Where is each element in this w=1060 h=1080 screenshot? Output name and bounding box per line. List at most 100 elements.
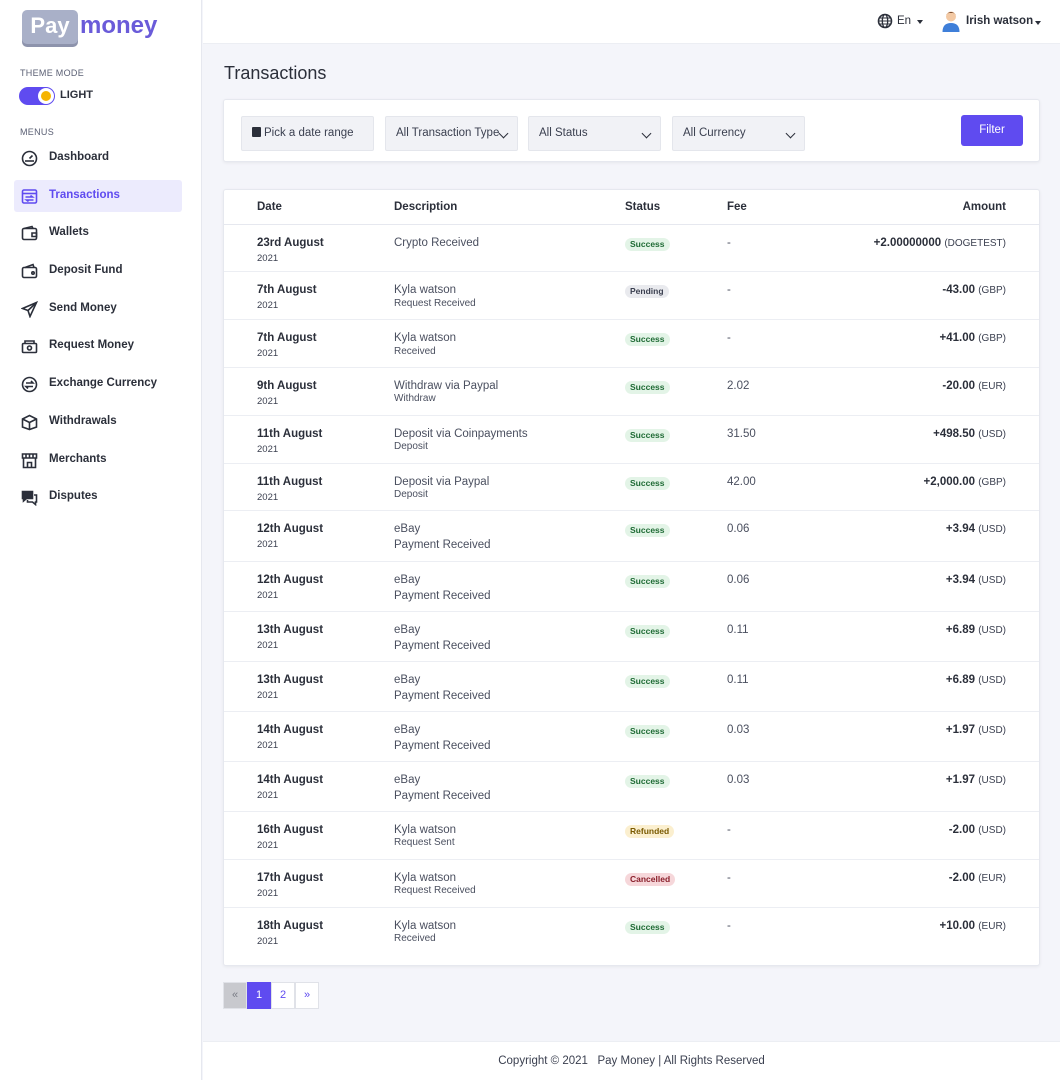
table-row[interactable]: 14th August 2021 eBay Payment Received Succe… [224, 762, 1039, 812]
row-subtype: Payment Received [394, 640, 491, 652]
amount-value: +6.89 [945, 624, 976, 636]
date-range-picker[interactable]: Pick a date range [241, 116, 374, 151]
logo[interactable]: Pay money [22, 10, 162, 46]
table-row[interactable]: 17th August 2021 Kyla watson Request Receiv… [224, 860, 1039, 908]
sidebar-item-deposit-fund[interactable]: Deposit Fund [14, 255, 182, 287]
row-fee: - [727, 920, 731, 932]
sidebar-item-exchange-currency[interactable]: Exchange Currency [14, 368, 182, 400]
request-icon [21, 338, 38, 355]
row-year: 2021 [257, 253, 279, 264]
language-label: En [897, 15, 912, 27]
sidebar-item-dashboard[interactable]: Dashboard [14, 142, 182, 174]
amount-currency: (GBP) [978, 477, 1006, 488]
row-description: Kyla watson [394, 920, 457, 932]
row-fee: - [727, 332, 731, 344]
sidebar-item-label: Exchange Currency [49, 377, 158, 390]
amount-currency: (USD) [978, 575, 1006, 586]
amount-currency: (USD) [978, 825, 1006, 836]
footer: Copyright © 2021 Pay Money | All Rights … [203, 1041, 1060, 1080]
amount-value: +6.89 [945, 674, 976, 686]
table-row[interactable]: 12th August 2021 eBay Payment Received Succe… [224, 511, 1039, 562]
status-badge: Success [625, 921, 670, 934]
table-row[interactable]: 13th August 2021 eBay Payment Received Succe… [224, 662, 1039, 712]
page-2-button[interactable]: 2 [271, 982, 295, 1009]
currency-select[interactable]: All Currency [672, 116, 805, 151]
table-row[interactable]: 13th August 2021 eBay Payment Received Succe… [224, 612, 1039, 662]
transactions-table: Date Description Status Fee Amount 23rd … [223, 189, 1040, 966]
sidebar-item-withdrawals[interactable]: Withdrawals [14, 406, 182, 438]
status-badge: Success [625, 625, 670, 638]
table-row[interactable]: 16th August 2021 Kyla watson Request Sent Re… [224, 812, 1039, 860]
table-row[interactable]: 18th August 2021 Kyla watson Received Succes… [224, 908, 1039, 965]
row-amount: +10.00 (EUR) [940, 920, 1006, 932]
row-date: 16th August [257, 824, 324, 836]
filter-bar: Pick a date range All Transaction Type A… [223, 99, 1040, 162]
theme-toggle[interactable] [19, 87, 55, 105]
chevron-down-icon [917, 20, 923, 24]
table-row[interactable]: 23rd August 2021 Crypto Received Success - +2… [224, 225, 1039, 272]
table-row[interactable]: 9th August 2021 Withdraw via Paypal Withdra… [224, 368, 1039, 416]
sidebar-item-label: Deposit Fund [49, 264, 123, 277]
table-row[interactable]: 11th August 2021 Deposit via Paypal Deposit… [224, 464, 1039, 511]
row-fee: 0.11 [727, 674, 749, 686]
header-status[interactable]: Status [625, 201, 661, 213]
header-amount[interactable]: Amount [962, 201, 1006, 213]
sidebar-item-request-money[interactable]: Request Money [14, 330, 182, 362]
amount-value: +41.00 [939, 332, 976, 344]
transaction-type-select[interactable]: All Transaction Type [385, 116, 518, 151]
row-date: 14th August [257, 774, 324, 786]
sidebar: Pay money THEME MODE LIGHT MENUS Dashboa… [0, 0, 202, 1080]
row-date: 12th August [257, 574, 324, 586]
sidebar-item-send-money[interactable]: Send Money [14, 293, 182, 325]
row-description: Deposit via Paypal [394, 476, 490, 488]
sidebar-item-label: Request Money [49, 339, 134, 352]
sidebar-item-label: Merchants [49, 452, 107, 465]
amount-currency: (EUR) [978, 921, 1006, 932]
header-description[interactable]: Description [394, 201, 458, 213]
prev-page-button[interactable]: « [223, 982, 247, 1009]
amount-value: +1.97 [945, 724, 976, 736]
gauge-icon [21, 150, 38, 167]
row-year: 2021 [257, 492, 279, 503]
header-fee[interactable]: Fee [727, 201, 747, 213]
row-amount: -2.00 (USD) [949, 824, 1006, 836]
amount-currency: (USD) [978, 625, 1006, 636]
table-row[interactable]: 14th August 2021 eBay Payment Received Succe… [224, 712, 1039, 762]
row-amount: +41.00 (GBP) [940, 332, 1006, 344]
row-amount: -2.00 (EUR) [949, 872, 1006, 884]
header-date[interactable]: Date [257, 201, 282, 213]
table-row[interactable]: 7th August 2021 Kyla watson Received Success… [224, 320, 1039, 368]
row-description: eBay [394, 674, 421, 686]
row-fee: - [727, 284, 731, 296]
table-row[interactable]: 11th August 2021 Deposit via Coinpayments D… [224, 416, 1039, 464]
table-row[interactable]: 7th August 2021 Kyla watson Request Receive… [224, 272, 1039, 320]
amount-currency: (USD) [978, 524, 1006, 535]
row-year: 2021 [257, 590, 279, 601]
page-1-button[interactable]: 1 [247, 982, 271, 1009]
send-icon [20, 300, 39, 319]
next-page-button[interactable]: » [295, 982, 319, 1009]
sidebar-item-merchants[interactable]: Merchants [14, 444, 182, 476]
theme-mode-label: THEME MODE [20, 68, 85, 78]
row-fee: 31.50 [727, 428, 756, 440]
status-badge: Success [625, 477, 670, 490]
sidebar-item-label: Transactions [49, 188, 120, 201]
table-row[interactable]: 12th August 2021 eBay Payment Received Succe… [224, 562, 1039, 612]
row-fee: 42.00 [727, 476, 756, 488]
sidebar-item-transactions[interactable]: Transactions [14, 179, 182, 212]
filter-button[interactable]: Filter [961, 115, 1023, 146]
row-description: Withdraw via Paypal [394, 380, 499, 392]
status-badge: Success [625, 775, 670, 788]
row-subtype: Request Received [394, 298, 476, 309]
sidebar-item-disputes[interactable]: Disputes [14, 481, 182, 513]
row-date: 11th August [257, 476, 323, 488]
row-amount: -43.00 (GBP) [942, 284, 1006, 296]
row-fee: 2.02 [727, 380, 750, 392]
row-subtype: Payment Received [394, 690, 491, 702]
status-select[interactable]: All Status [528, 116, 661, 151]
status-badge: Success [625, 333, 670, 346]
sidebar-item-wallets[interactable]: Wallets [14, 217, 182, 249]
status-badge: Success [625, 725, 670, 738]
deposit-icon [21, 263, 38, 280]
row-amount: -20.00 (EUR) [942, 380, 1006, 392]
